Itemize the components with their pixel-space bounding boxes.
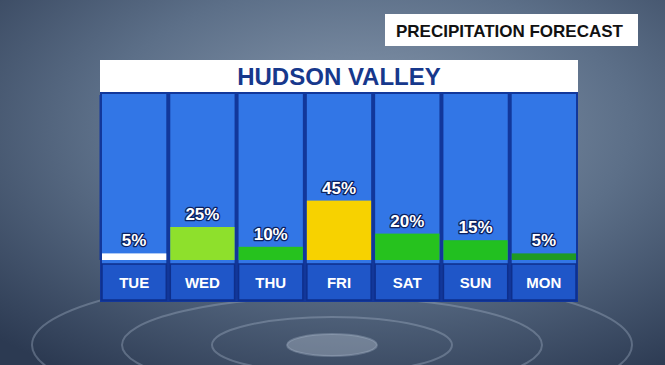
category-box bbox=[375, 264, 439, 300]
column-bg bbox=[375, 94, 439, 300]
data-label: 20% bbox=[390, 212, 424, 231]
data-label: 10% bbox=[254, 225, 288, 244]
data-label: 25% bbox=[185, 205, 219, 224]
category-box bbox=[512, 264, 576, 300]
y-axis-line bbox=[100, 95, 101, 260]
x-tick-label: WED bbox=[185, 274, 220, 291]
bar bbox=[239, 247, 303, 260]
category-box bbox=[307, 264, 371, 300]
bar bbox=[102, 253, 166, 260]
bar bbox=[170, 227, 234, 260]
bars bbox=[102, 201, 576, 260]
x-tick-label: THU bbox=[255, 274, 286, 291]
column-bg bbox=[307, 94, 371, 300]
column-bg bbox=[102, 94, 166, 300]
subtitle-box bbox=[385, 14, 638, 46]
bar bbox=[512, 253, 576, 260]
panel-frame bbox=[100, 92, 578, 302]
background bbox=[0, 0, 665, 365]
title-box bbox=[100, 60, 578, 93]
x-tick-label: TUE bbox=[119, 274, 149, 291]
x-tick-label: SUN bbox=[460, 274, 492, 291]
column-bg bbox=[170, 94, 234, 300]
radar-decoration bbox=[32, 275, 632, 365]
column-bg bbox=[239, 94, 303, 300]
data-label: 45% bbox=[322, 179, 356, 198]
data-label: 5% bbox=[122, 231, 147, 250]
column-bg bbox=[443, 94, 507, 300]
title: HUDSON VALLEY bbox=[237, 63, 441, 90]
category-box bbox=[170, 264, 234, 300]
data-label: 15% bbox=[459, 218, 493, 237]
x-tick-label: FRI bbox=[327, 274, 351, 291]
x-tick-label: MON bbox=[526, 274, 561, 291]
column-bg bbox=[512, 94, 576, 300]
subtitle: PRECIPITATION FORECAST bbox=[396, 22, 624, 41]
bar bbox=[307, 201, 371, 260]
bar bbox=[375, 234, 439, 260]
category-box bbox=[443, 264, 507, 300]
chart-root: PRECIPITATION FORECAST HUDSON VALLEY 5% 25%… bbox=[0, 0, 665, 365]
bar bbox=[443, 240, 507, 260]
data-label: 5% bbox=[532, 231, 557, 250]
x-tick-label: SAT bbox=[393, 274, 422, 291]
category-box bbox=[239, 264, 303, 300]
category-box bbox=[102, 264, 166, 300]
